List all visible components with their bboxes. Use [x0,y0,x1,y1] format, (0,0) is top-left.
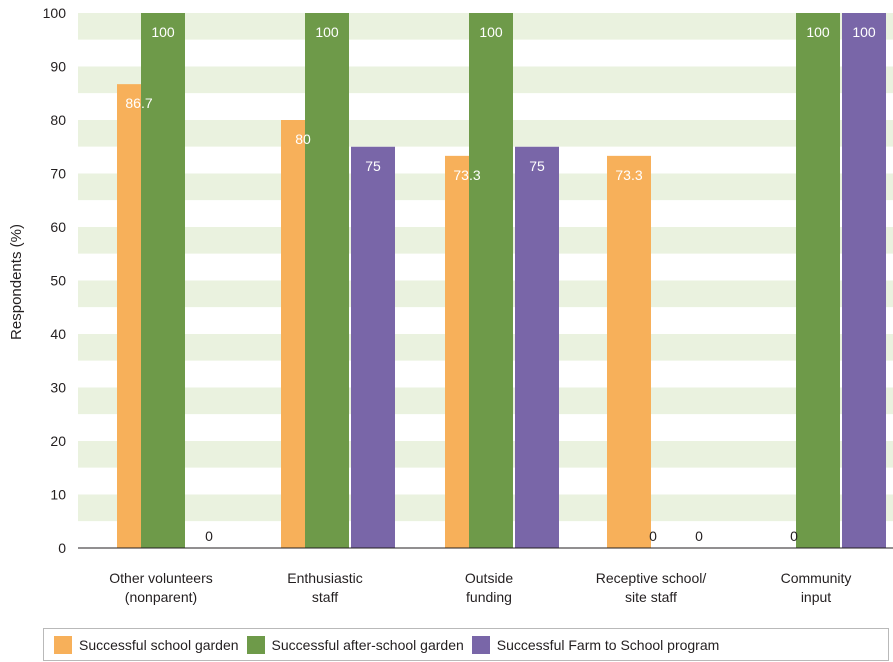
y-tick-label: 30 [50,380,66,396]
data-label: 100 [315,24,339,40]
bar [141,13,185,548]
bar [515,146,559,548]
y-tick-label: 90 [50,59,66,75]
bar [607,155,651,548]
data-label: 80 [295,131,311,147]
bar [351,146,395,548]
legend-swatch [471,635,490,654]
data-label: 100 [852,24,876,40]
legend-swatch [246,635,265,654]
y-tick-label: 80 [50,112,66,128]
y-tick-label: 100 [43,5,67,21]
data-label: 0 [790,528,798,544]
bars [117,13,886,548]
y-tick-label: 0 [58,540,66,556]
data-label: 75 [529,158,545,174]
x-category-label: Community input [781,570,852,605]
data-label: 75 [365,158,381,174]
y-tick-label: 10 [50,487,66,503]
bar [305,13,349,548]
legend-swatch [54,635,72,654]
data-label: 73.3 [453,167,480,183]
y-axis-label: Respondents (%) [8,224,25,340]
data-label: 100 [806,24,830,40]
data-label: 100 [151,24,175,40]
bar [796,13,840,548]
data-label: 0 [695,528,703,544]
legend: Successful school garden Successful afte… [43,628,889,661]
y-tick-label: 70 [50,166,66,182]
y-tick-label: 20 [50,433,66,449]
bar [469,13,513,548]
x-category-label: Other volunteers (nonparent) [109,570,213,605]
y-axis-ticks: 0 10 20 30 40 50 60 70 80 90 100 [43,5,67,556]
legend-label: Successful school garden [79,636,239,653]
x-category-label: Receptive school/site staff [596,570,707,605]
data-label: 0 [205,528,213,544]
y-tick-label: 50 [50,273,66,289]
data-labels: 86.7 100 0 80 100 75 73.3 100 75 73.3 0 0 0 100 100 [125,24,876,544]
x-category-label: Outside funding [465,570,513,605]
legend-item-school-garden: Successful school garden [54,635,239,654]
legend-label: Successful after-school garden [271,636,464,653]
category-labels: Other volunteers (nonparent) Enthusiastic s… [109,570,851,605]
legend-item-farm-to-school: Successful Farm to School program [471,635,720,654]
data-label: 73.3 [615,167,642,183]
data-label: 0 [649,528,657,544]
x-category-label: Enthusiastic staff [287,570,362,605]
legend-label: Successful Farm to School program [496,636,720,653]
bar-chart: 0 10 20 30 40 50 60 70 80 90 100 Respondents (%) 8… [8,5,893,605]
y-tick-label: 40 [50,326,66,342]
data-label: 100 [479,24,503,40]
bar [842,13,886,548]
data-label: 86.7 [125,95,152,111]
y-tick-label: 60 [50,219,66,235]
legend-item-after-school-garden: Successful after-school garden [246,635,464,654]
